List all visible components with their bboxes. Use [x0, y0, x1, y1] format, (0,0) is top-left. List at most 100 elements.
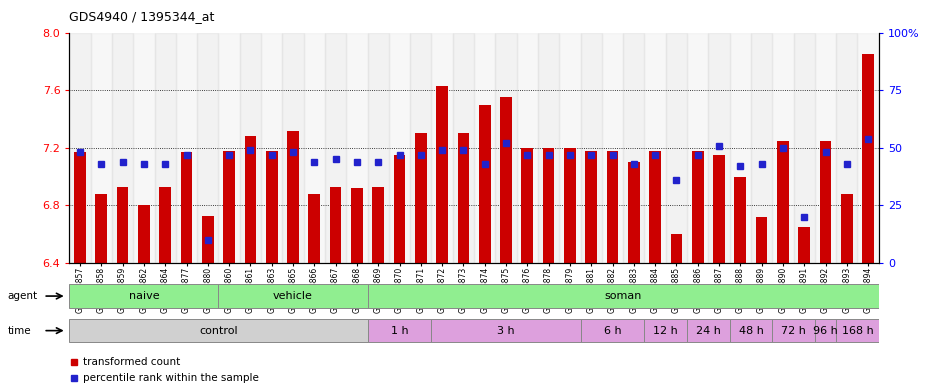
Bar: [367, 284, 879, 308]
Bar: [730, 319, 772, 343]
Bar: [373, 187, 384, 263]
Bar: [820, 141, 832, 263]
Bar: [308, 194, 320, 263]
Bar: [388, 33, 410, 263]
Bar: [303, 33, 325, 263]
Bar: [692, 151, 704, 263]
Bar: [69, 284, 218, 308]
Bar: [841, 194, 853, 263]
Bar: [666, 33, 687, 263]
Bar: [69, 33, 91, 263]
Bar: [244, 136, 256, 263]
Text: 168 h: 168 h: [842, 326, 873, 336]
Bar: [479, 104, 490, 263]
Bar: [352, 188, 363, 263]
Bar: [772, 33, 794, 263]
Bar: [730, 33, 751, 263]
Bar: [180, 152, 192, 263]
Bar: [798, 227, 810, 263]
Bar: [346, 33, 367, 263]
Bar: [410, 33, 431, 263]
Bar: [628, 162, 640, 263]
Bar: [751, 33, 772, 263]
Text: 6 h: 6 h: [604, 326, 622, 336]
Bar: [452, 33, 474, 263]
Bar: [713, 155, 725, 263]
Text: transformed count: transformed count: [83, 358, 180, 367]
Bar: [649, 151, 661, 263]
Bar: [240, 33, 261, 263]
Text: 1 h: 1 h: [390, 326, 408, 336]
Bar: [69, 319, 367, 343]
Bar: [607, 151, 619, 263]
Text: soman: soman: [604, 291, 642, 301]
Bar: [474, 33, 496, 263]
Bar: [117, 187, 129, 263]
Bar: [602, 33, 623, 263]
Bar: [564, 148, 575, 263]
Bar: [197, 33, 218, 263]
Bar: [815, 319, 836, 343]
Bar: [329, 187, 341, 263]
Bar: [154, 33, 176, 263]
Bar: [265, 151, 278, 263]
Text: naive: naive: [129, 291, 159, 301]
Bar: [223, 151, 235, 263]
Bar: [815, 33, 836, 263]
Bar: [687, 33, 709, 263]
Text: percentile rank within the sample: percentile rank within the sample: [83, 373, 259, 383]
Text: time: time: [7, 326, 31, 336]
Bar: [522, 148, 533, 263]
Bar: [431, 319, 581, 343]
Text: GDS4940 / 1395344_at: GDS4940 / 1395344_at: [69, 10, 215, 23]
Text: vehicle: vehicle: [273, 291, 313, 301]
Bar: [437, 86, 448, 263]
Bar: [202, 215, 214, 263]
Text: control: control: [199, 326, 238, 336]
Bar: [218, 284, 367, 308]
Bar: [777, 141, 789, 263]
Bar: [772, 319, 815, 343]
Bar: [581, 33, 602, 263]
Bar: [367, 319, 431, 343]
Bar: [394, 155, 405, 263]
Bar: [176, 33, 197, 263]
Bar: [496, 33, 517, 263]
Text: 3 h: 3 h: [498, 326, 515, 336]
Bar: [756, 217, 768, 263]
Bar: [836, 319, 879, 343]
Bar: [95, 194, 107, 263]
Bar: [325, 33, 346, 263]
Text: 48 h: 48 h: [738, 326, 763, 336]
Text: 24 h: 24 h: [696, 326, 721, 336]
Bar: [645, 319, 687, 343]
Bar: [133, 33, 154, 263]
Bar: [431, 33, 452, 263]
Bar: [862, 54, 874, 263]
Bar: [282, 33, 303, 263]
Bar: [500, 98, 512, 263]
Bar: [687, 319, 730, 343]
Bar: [159, 187, 171, 263]
Bar: [138, 205, 150, 263]
Bar: [458, 134, 469, 263]
Bar: [261, 33, 282, 263]
Bar: [794, 33, 815, 263]
Bar: [74, 152, 86, 263]
Bar: [367, 33, 388, 263]
Bar: [645, 33, 666, 263]
Bar: [709, 33, 730, 263]
Bar: [112, 33, 133, 263]
Bar: [623, 33, 645, 263]
Bar: [581, 319, 645, 343]
Text: agent: agent: [7, 291, 38, 301]
Text: 96 h: 96 h: [813, 326, 838, 336]
Bar: [734, 177, 746, 263]
Bar: [543, 148, 554, 263]
Bar: [857, 33, 879, 263]
Bar: [538, 33, 560, 263]
Bar: [415, 134, 426, 263]
Bar: [517, 33, 538, 263]
Bar: [218, 33, 240, 263]
Text: 12 h: 12 h: [653, 326, 678, 336]
